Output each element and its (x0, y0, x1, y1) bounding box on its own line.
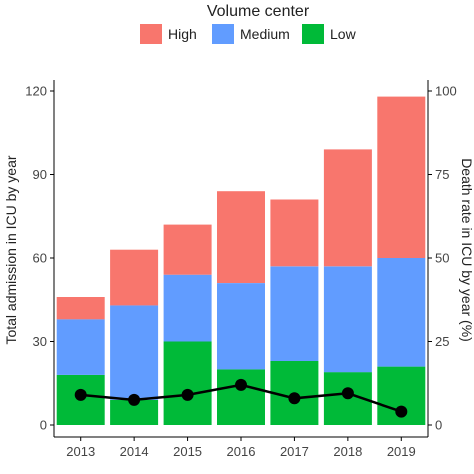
bar-high-2013 (56, 297, 105, 320)
death-rate-point-2019 (395, 405, 408, 418)
x-tick-label: 2014 (120, 444, 149, 459)
bar-medium-2013 (56, 319, 105, 375)
y2-tick-label: 0 (435, 418, 442, 433)
bar-high-2018 (323, 149, 372, 267)
bar-low-2015 (163, 341, 212, 425)
x-tick-label: 2015 (173, 444, 202, 459)
y2-tick-label: 75 (435, 167, 449, 182)
legend-label-high: High (168, 26, 197, 42)
bars-layer (56, 96, 426, 425)
legend-swatch-low (302, 24, 324, 44)
bar-medium-2014 (110, 305, 159, 400)
y2-tick-label: 25 (435, 334, 449, 349)
y-tick-label: 120 (25, 84, 47, 99)
bar-high-2016 (217, 191, 265, 283)
death-rate-point-2016 (235, 378, 247, 391)
legend-swatch-medium (212, 24, 234, 44)
death-rate-point-2018 (341, 387, 354, 400)
y-axis-right-title: Death rate in ICU by year (%) (459, 158, 474, 342)
bar-medium-2017 (270, 266, 319, 361)
x-tick-label: 2017 (280, 444, 309, 459)
bar-medium-2016 (217, 283, 265, 370)
bar-high-2014 (110, 249, 159, 306)
y-tick-label: 30 (33, 334, 47, 349)
y-tick-label: 0 (40, 418, 47, 433)
x-tick-label: 2013 (66, 444, 95, 459)
x-tick-label: 2016 (227, 444, 256, 459)
death-rate-point-2014 (128, 393, 141, 406)
bar-high-2019 (377, 96, 426, 258)
x-tick-label: 2018 (333, 444, 362, 459)
y-tick-label: 60 (33, 251, 47, 266)
bar-high-2017 (270, 199, 319, 267)
death-rate-point-2017 (288, 392, 301, 405)
legend-title: Volume center (207, 3, 310, 20)
legend-label-medium: Medium (240, 26, 290, 42)
y2-tick-label: 50 (435, 251, 449, 266)
bar-medium-2018 (323, 266, 372, 373)
y-tick-label: 90 (33, 167, 47, 182)
legend-swatch-high (140, 24, 162, 44)
x-axis-ticks: 2013 2014 2015 2016 2017 2018 2019 (66, 437, 416, 459)
line-layer (74, 378, 408, 418)
death-rate-point-2013 (74, 388, 87, 401)
y2-tick-label: 100 (435, 84, 457, 99)
legend-label-low: Low (330, 26, 357, 42)
y-axis-left-title: Total admission in ICU by year (3, 155, 19, 344)
bar-medium-2015 (163, 274, 212, 342)
death-rate-point-2015 (181, 388, 194, 401)
y-axis-left-ticks: 0 30 60 90 120 (25, 84, 54, 433)
bar-high-2015 (163, 224, 212, 275)
y-axis-right-ticks: 0 25 50 75 100 (428, 84, 457, 433)
bar-low-2016 (217, 369, 265, 425)
x-tick-label: 2019 (387, 444, 416, 459)
bar-medium-2019 (377, 258, 426, 367)
